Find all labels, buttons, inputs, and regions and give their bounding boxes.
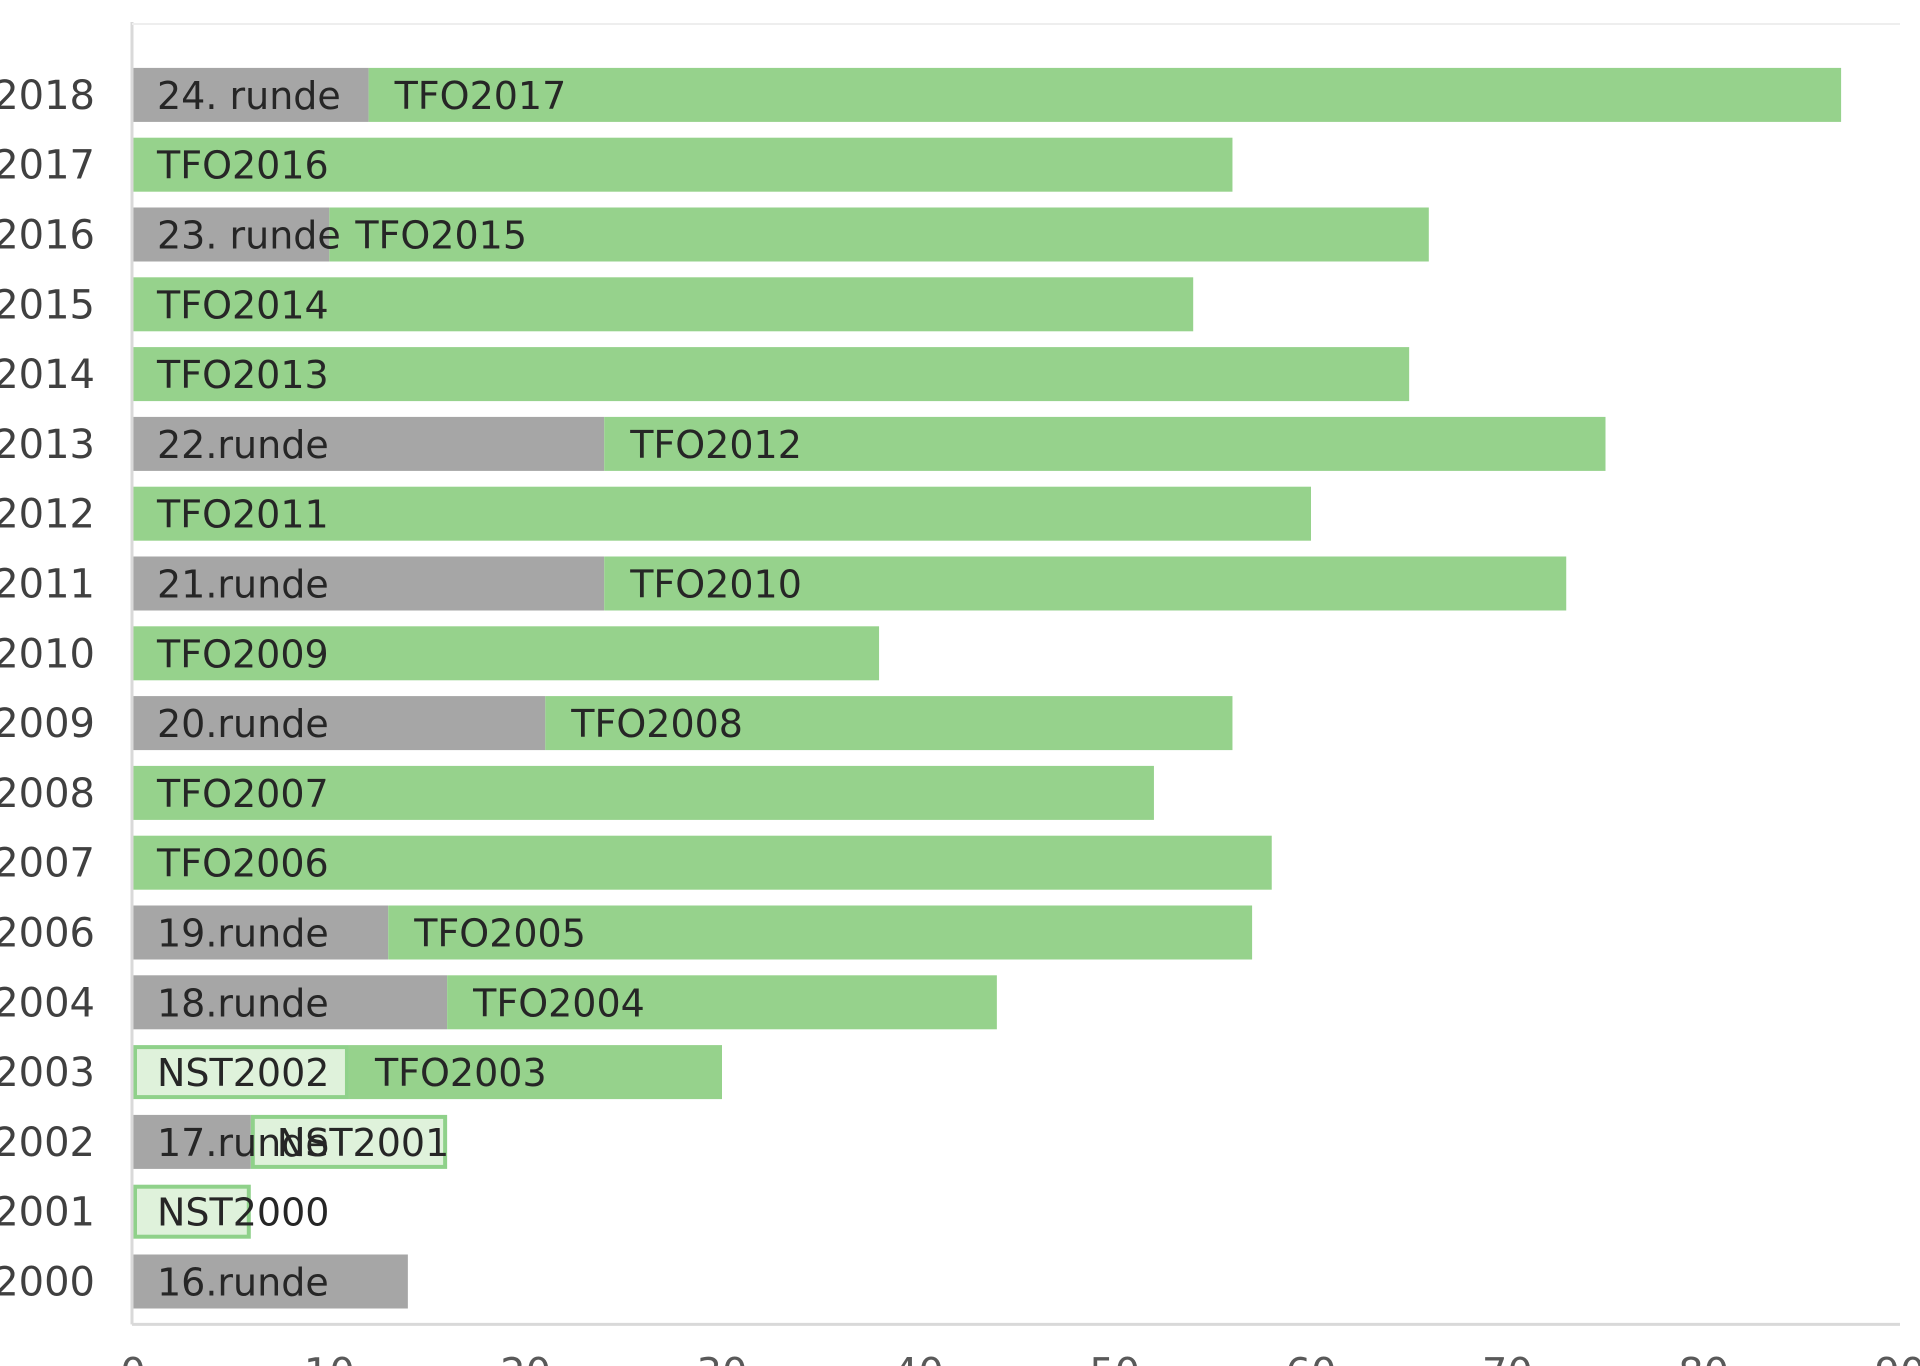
- bar-segment-runde: [133, 905, 389, 960]
- bar-data-label: TFO2003: [374, 1051, 547, 1095]
- bar-data-label: TFO2015: [354, 214, 527, 258]
- y-category-label: 2015: [0, 282, 95, 328]
- labels-layer: 24. runde TFO2017 TFO2016 23. runde TFO2015 T…: [156, 74, 802, 1305]
- y-category-label: 2014: [0, 352, 95, 398]
- bar-data-label: 16.runde: [157, 1261, 329, 1305]
- bar-segment-tfo: [133, 137, 1233, 192]
- bar-segment-tfo: [388, 905, 1253, 960]
- bar-data-label: 19.runde: [157, 912, 329, 956]
- bar-data-label: TFO2014: [156, 283, 329, 327]
- y-category-label: 2009: [0, 701, 95, 747]
- bars-layer: [133, 67, 1842, 1309]
- bar-data-label: TFO2009: [156, 632, 329, 676]
- axis-layer: 0 10 20 30 40 50 60 70 80 90 2018 2017 2016 2015 2014 2…: [0, 22, 1920, 1366]
- y-category-label: 2018: [0, 73, 95, 119]
- bar-data-label: NST2002: [157, 1051, 329, 1095]
- bar-segment-tfo: [545, 696, 1233, 751]
- bar-data-label: 18.runde: [157, 981, 329, 1025]
- bar-segment-runde: [133, 696, 546, 751]
- bar-segment-tfo: [133, 835, 1272, 890]
- bar-data-label: 23. runde: [157, 214, 341, 258]
- y-category-label: 2007: [0, 841, 95, 887]
- bar-data-label: 22.runde: [157, 423, 329, 467]
- x-tick-label: 30: [697, 1350, 748, 1366]
- bar-segment-runde: [133, 207, 330, 262]
- bar-data-label: TFO2007: [156, 772, 329, 816]
- bar-segment-runde: [133, 416, 605, 471]
- bar-segment-tfo: [133, 347, 1410, 402]
- bar-data-label: TFO2011: [156, 493, 329, 537]
- bar-segment-nst: [133, 1184, 251, 1239]
- bar-data-label: NST2001: [277, 1121, 449, 1165]
- bar-data-label: NST2000: [157, 1191, 329, 1235]
- x-tick-label: 20: [500, 1350, 551, 1366]
- y-category-label: 2001: [0, 1190, 95, 1236]
- bar-segment-runde: [133, 1114, 251, 1169]
- bar-data-label: TFO2004: [472, 981, 645, 1025]
- bar-segment-tfo: [447, 975, 997, 1030]
- bar-data-label: TFO2005: [413, 912, 586, 956]
- bar-segment-tfo: [133, 486, 1311, 541]
- bar-segment-tfo: [133, 277, 1194, 332]
- y-category-label: 2010: [0, 631, 95, 677]
- y-category-label: 2002: [0, 1120, 95, 1166]
- y-category-label: 2011: [0, 562, 95, 608]
- bar-data-label: TFO2012: [629, 423, 802, 467]
- bar-data-label: 17.runde: [157, 1121, 329, 1165]
- bar-segment-nst: [250, 1114, 448, 1169]
- x-tick-label: 90: [1875, 1350, 1920, 1366]
- x-tick-label: 70: [1482, 1350, 1533, 1366]
- y-category-label: 2004: [0, 980, 95, 1026]
- bar-data-label: TFO2008: [570, 702, 743, 746]
- y-category-label: 2000: [0, 1260, 95, 1306]
- x-tick-label: 80: [1678, 1350, 1729, 1366]
- y-category-label: 2017: [0, 143, 95, 189]
- bar-segment-tfo: [133, 765, 1154, 820]
- bar-segment-tfo: [329, 207, 1429, 262]
- bar-segment-runde: [133, 556, 605, 611]
- y-category-label: 2003: [0, 1050, 95, 1096]
- bar-segment-tfo: [604, 556, 1567, 611]
- x-tick-label: 10: [304, 1350, 355, 1366]
- bar-data-label: TFO2006: [156, 842, 329, 886]
- bar-data-label: TFO2016: [156, 144, 329, 188]
- y-category-label: 2008: [0, 771, 95, 817]
- y-category-label: 2016: [0, 213, 95, 259]
- y-category-label: 2012: [0, 492, 95, 538]
- x-tick-label: 60: [1286, 1350, 1337, 1366]
- bar-data-label: 24. runde: [157, 74, 341, 118]
- bar-segment-tfo: [368, 67, 1842, 122]
- y-category-label: 2013: [0, 422, 95, 468]
- bar-data-label: TFO2017: [394, 74, 567, 118]
- bar-data-label: 20.runde: [157, 702, 329, 746]
- bar-data-label: 21.runde: [157, 563, 329, 607]
- bar-segment-runde: [133, 1254, 408, 1309]
- bar-segment-runde: [133, 975, 448, 1030]
- bar-segment-nst: [133, 1045, 349, 1100]
- x-tick-label: 0: [120, 1350, 145, 1366]
- x-tick-label: 40: [893, 1350, 944, 1366]
- bar-segment-tfo: [348, 1045, 722, 1100]
- bar-segment-tfo: [133, 626, 880, 681]
- bar-segment-tfo: [604, 416, 1606, 471]
- bar-data-label: TFO2010: [629, 563, 802, 607]
- bar-data-label: TFO2013: [156, 353, 329, 397]
- x-tick-label: 50: [1089, 1350, 1140, 1366]
- bar-segment-runde: [133, 67, 369, 122]
- y-category-label: 2006: [0, 911, 95, 957]
